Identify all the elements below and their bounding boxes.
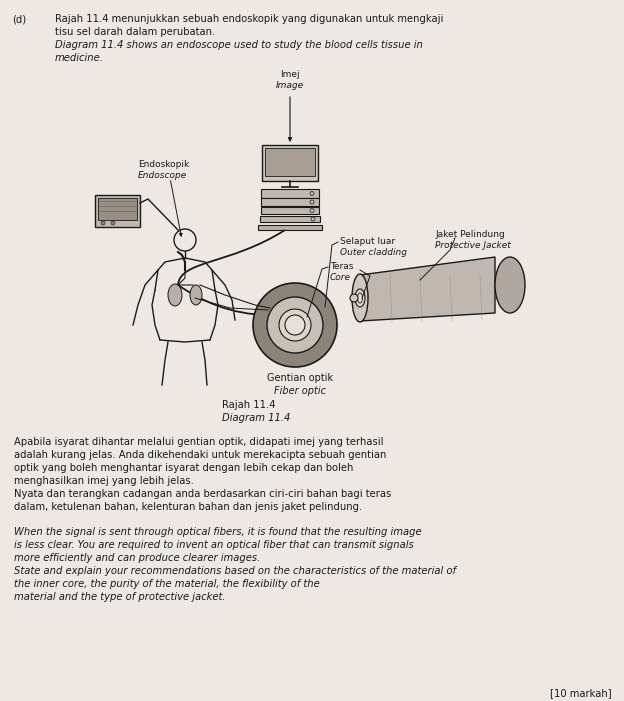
Text: Teras: Teras bbox=[330, 262, 353, 271]
Text: Endoscope: Endoscope bbox=[138, 171, 187, 180]
Text: Nyata dan terangkan cadangan anda berdasarkan ciri-ciri bahan bagi teras: Nyata dan terangkan cadangan anda berdas… bbox=[14, 489, 391, 499]
FancyBboxPatch shape bbox=[260, 216, 320, 222]
Text: (d): (d) bbox=[12, 14, 26, 24]
Text: more efficiently and can produce clearer images.: more efficiently and can produce clearer… bbox=[14, 553, 260, 563]
FancyBboxPatch shape bbox=[258, 225, 322, 230]
Text: dalam, ketulenan bahan, kelenturan bahan dan jenis jaket pelindung.: dalam, ketulenan bahan, kelenturan bahan… bbox=[14, 502, 363, 512]
Circle shape bbox=[253, 283, 337, 367]
Text: material and the type of protective jacket.: material and the type of protective jack… bbox=[14, 592, 225, 602]
Text: Protective Jacket: Protective Jacket bbox=[435, 241, 511, 250]
Text: [10 markah]: [10 markah] bbox=[550, 688, 612, 698]
Text: medicine.: medicine. bbox=[55, 53, 104, 63]
Text: tisu sel darah dalam perubatan.: tisu sel darah dalam perubatan. bbox=[55, 27, 215, 37]
Text: Diagram 11.4: Diagram 11.4 bbox=[222, 413, 290, 423]
FancyBboxPatch shape bbox=[261, 207, 319, 214]
Text: Rajah 11.4: Rajah 11.4 bbox=[222, 400, 276, 410]
Text: Outer cladding: Outer cladding bbox=[340, 248, 407, 257]
Circle shape bbox=[285, 315, 305, 335]
Text: Diagram 11.4 shows an endoscope used to study the blood cells tissue in: Diagram 11.4 shows an endoscope used to … bbox=[55, 40, 423, 50]
Text: adalah kurang jelas. Anda dikehendaki untuk merekacipta sebuah gentian: adalah kurang jelas. Anda dikehendaki un… bbox=[14, 450, 386, 460]
Ellipse shape bbox=[168, 284, 182, 306]
FancyBboxPatch shape bbox=[262, 145, 318, 181]
Text: Image: Image bbox=[276, 81, 304, 90]
Ellipse shape bbox=[355, 289, 365, 307]
FancyBboxPatch shape bbox=[95, 195, 140, 227]
Circle shape bbox=[111, 221, 115, 225]
Polygon shape bbox=[360, 257, 495, 321]
FancyBboxPatch shape bbox=[98, 198, 137, 220]
Text: menghasilkan imej yang lebih jelas.: menghasilkan imej yang lebih jelas. bbox=[14, 476, 194, 486]
Text: Fiber optic: Fiber optic bbox=[274, 386, 326, 396]
Text: is less clear. You are required to invent an optical fiber that can transmit sig: is less clear. You are required to inven… bbox=[14, 540, 414, 550]
FancyBboxPatch shape bbox=[261, 198, 319, 206]
Text: Endoskopik: Endoskopik bbox=[138, 160, 189, 169]
Text: Selaput luar: Selaput luar bbox=[340, 237, 395, 246]
Text: Imej: Imej bbox=[280, 70, 300, 79]
Ellipse shape bbox=[358, 293, 363, 303]
Text: State and explain your recommendations based on the characteristics of the mater: State and explain your recommendations b… bbox=[14, 566, 456, 576]
Text: Gentian optik: Gentian optik bbox=[267, 373, 333, 383]
FancyBboxPatch shape bbox=[265, 148, 315, 176]
Circle shape bbox=[279, 309, 311, 341]
Ellipse shape bbox=[495, 257, 525, 313]
Circle shape bbox=[350, 294, 358, 302]
Text: Jaket Pelindung: Jaket Pelindung bbox=[435, 230, 505, 239]
FancyBboxPatch shape bbox=[261, 189, 319, 198]
Ellipse shape bbox=[190, 285, 202, 305]
Text: Core: Core bbox=[330, 273, 351, 282]
Text: Rajah 11.4 menunjukkan sebuah endoskopik yang digunakan untuk mengkaji: Rajah 11.4 menunjukkan sebuah endoskopik… bbox=[55, 14, 444, 24]
Text: Apabila isyarat dihantar melalui gentian optik, didapati imej yang terhasil: Apabila isyarat dihantar melalui gentian… bbox=[14, 437, 384, 447]
Text: When the signal is sent through optical fibers, it is found that the resulting i: When the signal is sent through optical … bbox=[14, 527, 422, 537]
Text: the inner core, the purity of the material, the flexibility of the: the inner core, the purity of the materi… bbox=[14, 579, 319, 589]
Circle shape bbox=[101, 221, 105, 225]
Circle shape bbox=[267, 297, 323, 353]
Text: optik yang boleh menghantar isyarat dengan lebih cekap dan boleh: optik yang boleh menghantar isyarat deng… bbox=[14, 463, 353, 473]
Ellipse shape bbox=[352, 274, 368, 322]
